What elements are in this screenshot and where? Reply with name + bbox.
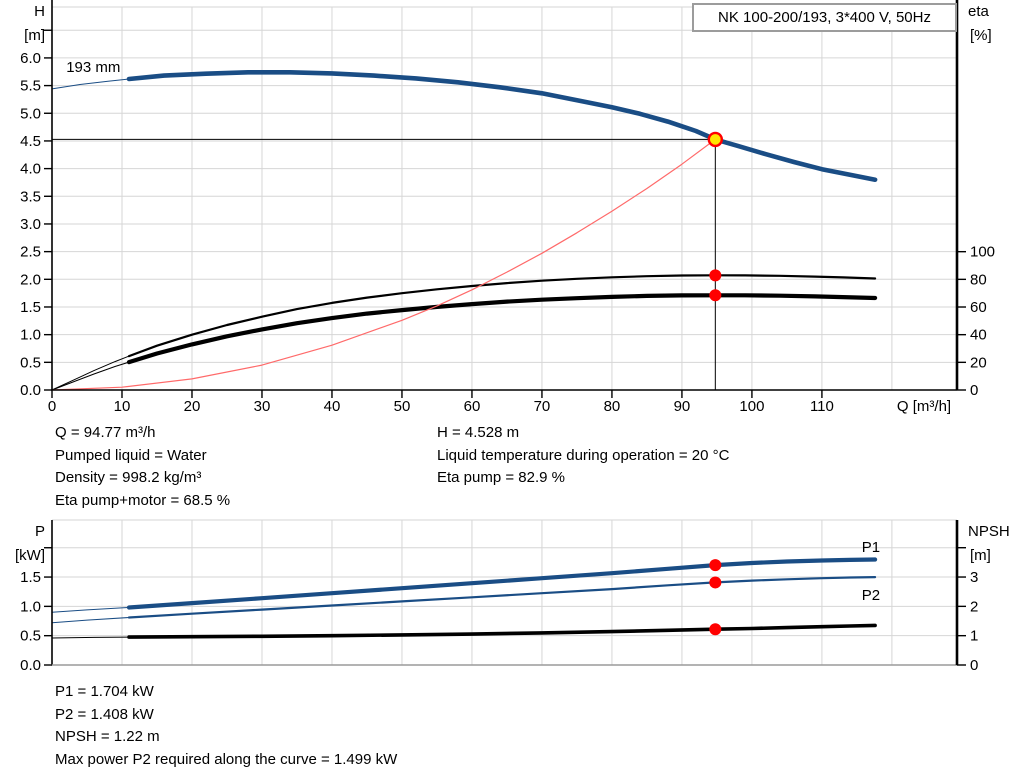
y-right-tick-label: 0 bbox=[970, 382, 978, 399]
curve-label: P1 bbox=[862, 539, 880, 556]
y-left-tick-label: 5.0 bbox=[20, 105, 41, 122]
y-right-axis-title-unit: [%] bbox=[970, 27, 992, 44]
y-right-tick-label: 3 bbox=[970, 569, 978, 586]
info-line-p2: P2 = 1.408 kW bbox=[55, 705, 154, 723]
npsh-curve bbox=[51, 636, 130, 639]
y-left-tick-label: 1.5 bbox=[20, 569, 41, 586]
operating-point-dot bbox=[709, 623, 722, 636]
info-line-npsh: NPSH = 1.22 m bbox=[55, 728, 160, 745]
y-left-tick-label: 0.0 bbox=[20, 657, 41, 674]
x-tick-label: 20 bbox=[184, 398, 201, 415]
operating-point-dot bbox=[709, 559, 722, 572]
eta-pump-motor-curve bbox=[126, 293, 878, 365]
info-line-density: Density = 998.2 kg/m³ bbox=[55, 469, 202, 486]
qh-eta-chart: 0.0 0.5 1.0 1.5 2.0 2.5 3.0 3.5 4.0 4.5 5.0 5.5 6.0 0… bbox=[20, 0, 995, 415]
x-tick-label: 60 bbox=[464, 398, 481, 415]
operating-point-dot bbox=[709, 269, 722, 282]
eta-pump-curve bbox=[51, 355, 130, 391]
system-curve bbox=[51, 138, 716, 391]
y-left-tick-label: 0.5 bbox=[20, 628, 41, 645]
y-left-tick-label: 0.5 bbox=[20, 354, 41, 371]
operating-info-left: Q = 94.77 m³/h Pumped liquid = Water Den… bbox=[55, 422, 230, 512]
eta-pump-motor-curve bbox=[51, 361, 130, 391]
info-line-eta-pump: Eta pump = 82.9 % bbox=[437, 469, 565, 486]
y-right-tick-label: 80 bbox=[970, 271, 987, 288]
y-right-axis-title: NPSH bbox=[968, 523, 1010, 540]
info-line-pumped-liquid: Pumped liquid = Water bbox=[55, 446, 207, 464]
y-left-axis-title: P bbox=[35, 523, 45, 540]
info-line-eta-pump-motor: Eta pump+motor = 68.5 % bbox=[55, 491, 231, 509]
info-line-max-power: Max power P2 required along the curve = … bbox=[55, 750, 398, 768]
curve-label: P2 bbox=[862, 587, 880, 604]
qh-curve bbox=[126, 70, 878, 182]
y-right-axis-title: eta bbox=[968, 3, 990, 20]
operating-point-dot bbox=[709, 576, 722, 589]
y-left-tick-label: 1.0 bbox=[20, 598, 41, 615]
p1-curve bbox=[126, 557, 878, 610]
y-left-tick-label: 4.0 bbox=[20, 161, 41, 178]
y-right-tick-label: 20 bbox=[970, 354, 987, 371]
duty-point-marker[interactable] bbox=[707, 131, 724, 148]
y-right-axis-title-unit: [m] bbox=[970, 547, 991, 564]
y-left-tick-label: 3.5 bbox=[20, 188, 41, 205]
y-right-tick-label: 0 bbox=[970, 657, 978, 674]
eta-pump-curve bbox=[127, 274, 877, 358]
y-left-tick-label: 5.5 bbox=[20, 78, 41, 95]
x-tick-label: 100 bbox=[739, 398, 764, 415]
y-right-tick-label: 100 bbox=[970, 244, 995, 261]
operating-info-right: H = 4.528 m Liquid temperature during op… bbox=[437, 422, 729, 490]
pump-title-box: NK 100-200/193, 3*400 V, 50Hz bbox=[692, 3, 957, 32]
x-tick-label: 0 bbox=[48, 398, 56, 415]
power-npsh-chart: 0.0 0.5 1.0 1.5 0 1 2 3 P [kW] NPSH [m] P1 P2 bbox=[15, 519, 1010, 674]
y-right-tick-label: 1 bbox=[970, 628, 978, 645]
curve-label: 193 mm bbox=[66, 59, 120, 76]
x-tick-label: 70 bbox=[534, 398, 551, 415]
y-left-tick-label: 0.0 bbox=[20, 382, 41, 399]
x-tick-label: 30 bbox=[254, 398, 271, 415]
y-left-tick-label: 2.0 bbox=[20, 271, 41, 288]
y-left-axis-title-unit: [m] bbox=[24, 27, 45, 44]
x-tick-label: 90 bbox=[674, 398, 691, 415]
x-tick-label: 110 bbox=[810, 398, 834, 415]
qh-curve bbox=[51, 78, 130, 90]
info-line-h: H = 4.528 m bbox=[437, 424, 520, 441]
power-info: P1 = 1.704 kW P2 = 1.408 kW NPSH = 1.22 … bbox=[55, 681, 397, 771]
y-left-axis-title: H bbox=[34, 3, 45, 20]
info-line-q: Q = 94.77 m³/h bbox=[55, 424, 156, 441]
y-left-tick-label: 3.0 bbox=[20, 216, 41, 233]
y-left-tick-label: 6.0 bbox=[20, 50, 41, 67]
info-line-liquid-temperature: Liquid temperature during operation = 20… bbox=[437, 446, 730, 464]
y-left-tick-label: 4.5 bbox=[20, 133, 41, 150]
p2-curve bbox=[127, 575, 877, 619]
y-left-axis-title-unit: [kW] bbox=[15, 547, 45, 564]
y-left-tick-label: 1.0 bbox=[20, 327, 41, 344]
x-tick-label: 40 bbox=[324, 398, 341, 415]
y-right-tick-label: 2 bbox=[970, 598, 978, 615]
p2-curve bbox=[51, 617, 130, 624]
x-tick-label: 80 bbox=[604, 398, 621, 415]
operating-point-dot bbox=[709, 289, 722, 302]
npsh-curve bbox=[127, 623, 877, 639]
y-left-tick-label: 2.5 bbox=[20, 244, 41, 261]
x-tick-label: 10 bbox=[114, 398, 131, 415]
pump-title: NK 100-200/193, 3*400 V, 50Hz bbox=[718, 9, 931, 26]
y-right-tick-label: 60 bbox=[970, 299, 987, 316]
x-axis-title: Q [m³/h] bbox=[897, 398, 951, 415]
y-left-tick-label: 1.5 bbox=[20, 299, 41, 316]
y-right-tick-label: 40 bbox=[970, 327, 987, 344]
info-line-p1: P1 = 1.704 kW bbox=[55, 683, 154, 700]
p1-curve bbox=[51, 607, 130, 613]
x-tick-label: 50 bbox=[394, 398, 411, 415]
